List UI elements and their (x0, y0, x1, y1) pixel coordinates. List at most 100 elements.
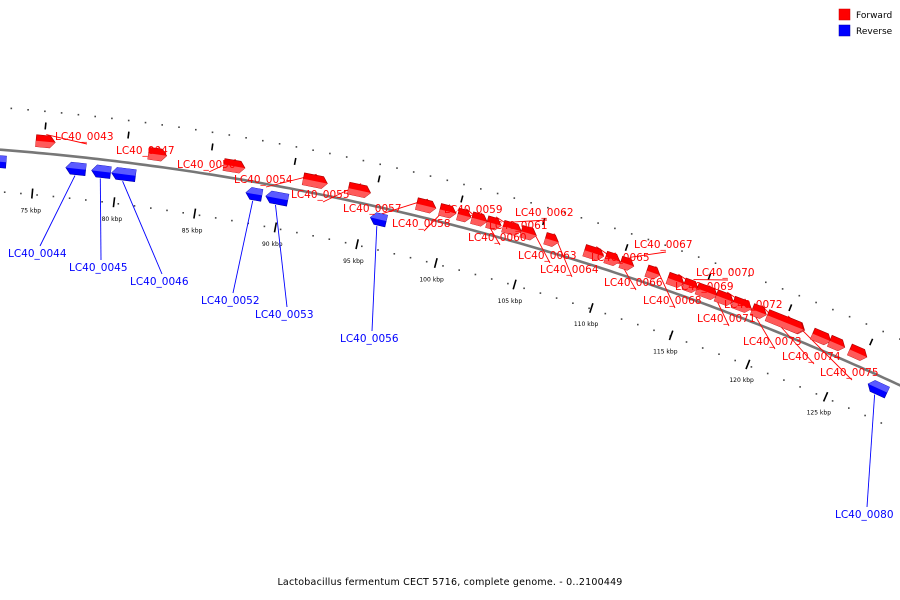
guide-dot (144, 121, 147, 124)
forward-gene-feature[interactable] (470, 211, 488, 227)
guide-dot (20, 192, 22, 195)
guide-dot (765, 281, 767, 284)
reverse-gene-feature[interactable] (265, 190, 290, 207)
legend-reverse: Reverse (838, 24, 893, 37)
gene-label[interactable]: LC40_0072 (724, 299, 783, 311)
gene-label[interactable]: LC40_0053 (255, 309, 314, 321)
leader-line (275, 204, 288, 308)
gene-label[interactable]: LC40_0055 (291, 189, 350, 201)
guide-dot (848, 315, 851, 318)
gene-label[interactable]: LC40_0045 (69, 262, 128, 274)
gene-label[interactable]: LC40_0058 (392, 218, 451, 230)
forward-gene-feature[interactable] (147, 146, 168, 162)
legend: Forward Reverse (838, 8, 893, 37)
gene-label[interactable]: LC40_0050 (177, 159, 236, 171)
forward-gene-feature[interactable] (222, 158, 246, 174)
scale-tick-mark (273, 222, 278, 233)
gene-label[interactable]: LC40_0075 (820, 367, 879, 379)
gene-label[interactable]: LC40_0057 (343, 203, 402, 215)
forward-gene-feature[interactable] (681, 277, 699, 294)
minor-tick-mark (44, 122, 47, 130)
guide-dot (848, 407, 850, 409)
guide-dot (630, 233, 633, 235)
gene-label[interactable]: LC40_0063 (518, 250, 577, 262)
gene-label[interactable]: LC40_0073 (743, 336, 802, 348)
guide-dot (653, 329, 655, 332)
gene-label[interactable]: LC40_0047 (116, 145, 175, 157)
scale-tick-label: 105 kbp (498, 298, 523, 305)
guide-dot (52, 195, 55, 198)
reverse-gene-feature[interactable] (867, 380, 890, 399)
guide-dot (161, 124, 163, 126)
gene-label[interactable]: LC40_0054 (234, 174, 293, 186)
guide-dot (647, 238, 650, 241)
leader-line (39, 175, 76, 247)
forward-gene-feature[interactable] (644, 264, 661, 280)
forward-gene-feature[interactable] (749, 303, 767, 319)
gene-label[interactable]: LC40_0062 (515, 207, 574, 219)
gene-label[interactable]: LC40_0064 (540, 264, 599, 276)
guide-dot (345, 156, 348, 158)
guide-dot (572, 302, 574, 304)
forward-gene-feature[interactable] (665, 271, 685, 288)
reverse-gene-feature[interactable] (370, 212, 388, 228)
guide-dot (312, 235, 314, 237)
forward-gene-feature[interactable] (543, 232, 559, 247)
leader-line (629, 251, 667, 258)
leader-line (514, 219, 548, 223)
gene-label[interactable]: LC40_0071 (697, 313, 756, 325)
forward-gene-feature[interactable] (301, 172, 328, 189)
reverse-gene-feature[interactable] (91, 164, 112, 179)
gene-label[interactable]: LC40_0052 (201, 295, 260, 307)
forward-gene-feature[interactable] (456, 207, 472, 223)
gene-label[interactable]: LC40_0066 (604, 277, 663, 289)
gene-label[interactable]: LC40_0043 (55, 131, 114, 143)
gene-label[interactable]: LC40_0044 (8, 248, 67, 260)
gene-label[interactable]: LC40_0067 (634, 239, 693, 251)
scale-ticks: 75 kbp 80 kbp 85 kbp 90 kbp 95 kbp 100 kbp 105… (20, 122, 874, 416)
gene-label[interactable]: LC40_0068 (643, 295, 702, 307)
gene-label[interactable]: LC40_0069 (675, 281, 734, 293)
guide-dot (880, 422, 883, 424)
forward-gene-feature[interactable] (730, 295, 752, 313)
gene-label[interactable]: LC40_0046 (130, 276, 189, 288)
forward-gene-feature[interactable] (603, 250, 621, 267)
forward-gene-feature[interactable] (618, 255, 635, 271)
reverse-gene-feature[interactable] (0, 155, 7, 169)
scale-tick-mark (745, 359, 751, 370)
gene-label[interactable]: LC40_0060 (468, 232, 527, 244)
forward-gene-feature[interactable] (485, 215, 502, 231)
forward-gene-feature[interactable] (519, 225, 537, 241)
guide-dot (718, 353, 720, 355)
forward-gene-feature[interactable] (501, 220, 522, 236)
forward-gene-feature[interactable] (809, 327, 832, 346)
guide-dot (496, 192, 499, 195)
gene-label[interactable]: LC40_0080 (835, 509, 894, 521)
leader-line (99, 178, 102, 261)
forward-gene-feature[interactable] (35, 134, 56, 149)
guide-dot (697, 256, 700, 258)
gene-label[interactable]: LC40_0056 (340, 333, 399, 345)
forward-gene-feature[interactable] (582, 244, 605, 261)
forward-gene-feature[interactable] (764, 309, 804, 334)
forward-gene-feature[interactable] (438, 203, 457, 219)
gene-label[interactable]: LC40_0059 (444, 204, 503, 216)
reverse-gene-feature[interactable] (245, 187, 264, 202)
reverse-gene-feature[interactable] (65, 161, 87, 177)
scale-tick-label: 120 kbp (729, 377, 754, 384)
forward-gene-feature[interactable] (713, 289, 734, 307)
forward-gene-feature[interactable] (415, 197, 437, 214)
gene-label[interactable]: LC40_0065 (591, 252, 650, 264)
guide-dot (748, 275, 750, 277)
gene-label[interactable]: LC40_0070 (696, 267, 755, 279)
reverse-gene-feature[interactable] (111, 167, 137, 183)
minor-tick-mark (542, 218, 546, 226)
forward-gene-feature[interactable] (694, 282, 718, 301)
guide-dot (734, 359, 736, 362)
forward-gene-feature[interactable] (847, 343, 868, 361)
gene-label[interactable]: LC40_0061 (489, 220, 548, 232)
minor-tick-mark (377, 175, 381, 183)
forward-gene-feature[interactable] (827, 334, 846, 352)
forward-gene-feature[interactable] (346, 181, 371, 199)
gene-label[interactable]: LC40_0074 (782, 351, 841, 363)
